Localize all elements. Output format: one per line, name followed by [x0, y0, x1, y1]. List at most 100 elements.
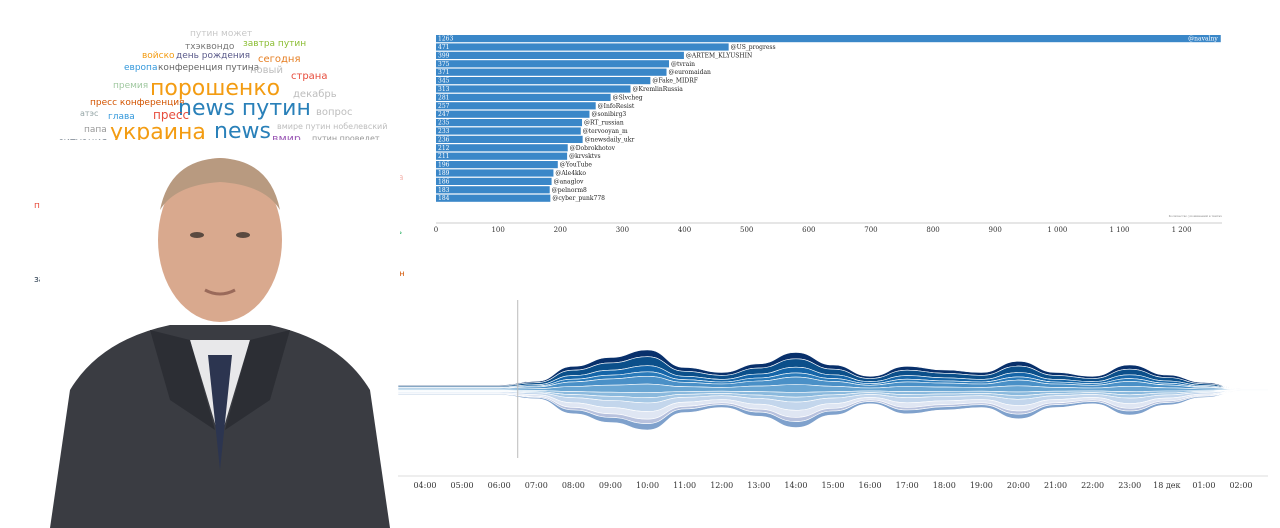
cloud-word: вопрос: [316, 107, 353, 118]
mentions-bar-chart: 1263 @navalny 471 @US_progress 399 @ARTEM_KLY…: [434, 35, 1222, 234]
bar-value-label: 212: [438, 145, 450, 152]
cloud-word: конференция путина: [158, 63, 260, 73]
cloud-word: европа: [124, 63, 158, 73]
cloud-word: вмир: [272, 132, 301, 145]
time-tick-label: 15:00: [821, 481, 844, 490]
bar-value-label: 281: [438, 94, 449, 101]
time-tick-label: 18 дек: [1153, 481, 1180, 490]
bar-value-label: 186: [438, 178, 450, 185]
bar-category-label: @tvrain: [671, 61, 695, 68]
cloud-word: войско: [142, 51, 175, 61]
time-tick-label: 16:00: [859, 481, 882, 490]
cloud-word: порошенко: [150, 76, 281, 101]
bar-group: 1263 @navalny 471 @US_progress 399 @ARTEM_KLY…: [436, 35, 1221, 202]
cloud-word: пресс: [153, 108, 190, 122]
bar-category-label: @euromaidan: [669, 69, 711, 76]
x-tick-label: 400: [678, 226, 691, 234]
bar-value-label: 375: [438, 61, 450, 68]
time-tick-label: 14:00: [784, 481, 807, 490]
time-tick-label: 09:00: [599, 481, 622, 490]
cloud-word: завтра путин: [243, 39, 307, 49]
time-tick-label: 19:00: [970, 481, 993, 490]
bar: [436, 135, 583, 143]
bar: [436, 152, 568, 160]
bar-value-label: 399: [438, 52, 450, 59]
bar-value-label: 189: [438, 170, 450, 177]
time-tick-label: 11:00: [673, 481, 696, 490]
bar-category-label: @Dobrokhotov: [570, 145, 616, 152]
time-tick-label: 04:00: [413, 481, 436, 490]
bar-category-label: @anaglov: [554, 178, 584, 185]
cloud-word: новый: [250, 65, 283, 76]
bar-value-label: 471: [438, 44, 449, 51]
portrait-photo: [40, 140, 400, 528]
cloud-word: сегодня: [258, 54, 301, 65]
cloud-word: вмире путин нобелевский: [277, 122, 388, 131]
bar-value-label: 313: [438, 86, 450, 93]
bar-category-label: @tervooyan_m: [583, 128, 628, 135]
x-tick-label: 1 100: [1109, 226, 1129, 234]
bar: [436, 60, 670, 68]
x-tick-label: 600: [802, 226, 815, 234]
x-tick-label: 100: [491, 226, 504, 234]
bar-category-label: @US_progress: [731, 44, 776, 51]
stream-x-ticks: 04:00 05:00 06:00 07:00 08:00 09:00 10:00 11:00…: [413, 481, 1252, 490]
bar-category-label: @pelnorm8: [552, 187, 587, 194]
x-axis-ticks: 0 100 200 300 400 500 600 700 800 900 1 000 1 100 1 …: [434, 226, 1192, 234]
bar: [436, 169, 554, 177]
cloud-word: тхэквондо: [185, 42, 235, 52]
cloud-word: декабрь: [293, 89, 337, 100]
bar: [436, 144, 568, 152]
cloud-word: украина: [110, 120, 206, 145]
x-tick-label: 700: [864, 226, 877, 234]
bar: [436, 85, 631, 93]
cloud-word: атэс: [80, 109, 99, 118]
cloud-word: пресс конференция: [90, 98, 185, 108]
cloud-word: страна: [291, 71, 328, 82]
bar-category-label: @YouTube: [560, 162, 593, 169]
bar-value-label: 1263: [438, 36, 453, 43]
bar: [436, 68, 667, 76]
bar: [436, 119, 583, 127]
time-tick-label: 23:00: [1118, 481, 1141, 490]
bar: [436, 93, 611, 101]
x-tick-label: 1 000: [1047, 226, 1067, 234]
bar-value-label: 257: [438, 103, 450, 110]
x-tick-label: 300: [616, 226, 629, 234]
bar-category-label: @RT_russian: [584, 120, 624, 127]
bar: [436, 194, 551, 202]
bar-category-label: @KremlinRussia: [632, 86, 683, 93]
bar-value-label: 236: [438, 136, 450, 143]
cloud-word: news путин: [178, 96, 311, 121]
bar: [436, 177, 552, 185]
time-tick-label: 06:00: [488, 481, 511, 490]
bar-category-label: @krvsktvs: [569, 153, 601, 160]
bar-value-label: 184: [438, 195, 450, 202]
bar-category-label: @ARTEM_KLYUSHIN: [686, 52, 752, 59]
bar-category-label: @InfoResist: [598, 103, 635, 110]
cloud-word: день рождения: [176, 51, 251, 61]
stream-layers: [398, 349, 1268, 431]
time-tick-label: 18:00: [933, 481, 956, 490]
bar-category-label: @newsdaily_ukr: [585, 136, 635, 143]
time-tick-label: 12:00: [710, 481, 733, 490]
time-tick-label: 02:00: [1229, 481, 1252, 490]
time-tick-label: 10:00: [636, 481, 659, 490]
x-tick-label: 800: [926, 226, 939, 234]
x-tick-label: 1 200: [1172, 226, 1192, 234]
bar-value-label: 235: [438, 120, 450, 127]
time-tick-label: 07:00: [525, 481, 548, 490]
cloud-word: премия: [113, 81, 149, 91]
bar: [436, 35, 1221, 43]
time-tick-label: 13:00: [747, 481, 770, 490]
cloud-word: папа: [84, 125, 107, 135]
time-tick-label: 22:00: [1081, 481, 1104, 490]
cloud-word: глава: [108, 112, 135, 122]
bar: [436, 102, 596, 110]
bar: [436, 110, 590, 118]
bar-value-label: 183: [438, 187, 450, 194]
x-tick-label: 0: [434, 226, 438, 234]
x-tick-label: 900: [989, 226, 1002, 234]
bar: [436, 51, 684, 59]
bar-value-label: 196: [438, 162, 450, 169]
